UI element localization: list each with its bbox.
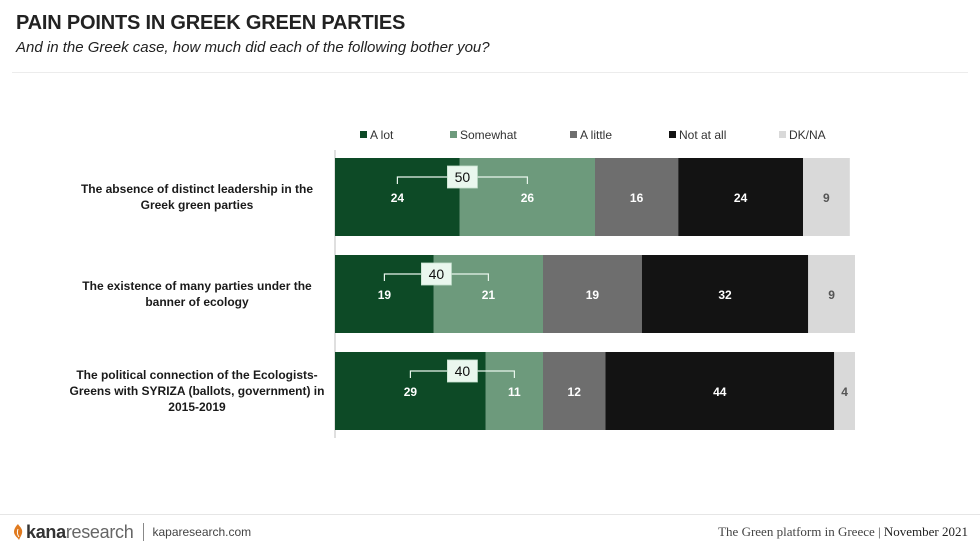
bar-segment-dk-na [803,158,850,236]
bar-segment-somewhat [485,352,543,430]
total-box [446,359,478,383]
total-label: 40 [429,266,445,282]
legend-swatch-somewhat [450,131,457,138]
data-label: 9 [828,288,835,302]
legend-swatch-not-at-all [669,131,676,138]
report-separator: | [878,524,881,539]
data-label: 24 [734,191,748,205]
page-title: PAIN POINTS IN GREEK GREEN PARTIES [16,12,406,34]
data-label: 4 [841,385,848,399]
footer-report-info: The Green platform in Greece | November … [718,524,968,540]
total-box [420,262,452,286]
category-label: The absence of distinct leadership in th… [81,182,313,212]
bar-segment-not-at-all [605,352,835,430]
bar-segment-a-lot [335,158,460,236]
data-label: 44 [713,385,727,399]
bar-segment-a-little [543,352,606,430]
total-box [446,165,478,189]
bar-segment-dk-na [808,255,855,333]
legend-label-a-lot: A lot [370,128,394,142]
total-label: 50 [455,169,471,185]
footer-separator [143,523,145,541]
total-label: 40 [455,363,471,379]
bar-segment-dk-na [834,352,855,430]
data-label: 26 [521,191,535,205]
bar-segment-not-at-all [641,255,809,333]
site-link[interactable]: kaparesearch.com [152,525,252,539]
page-subtitle: And in the Greek case, how much did each… [16,39,490,56]
header-divider [12,72,968,73]
report-date: November 2021 [883,524,968,539]
bar-segment-a-little [543,255,642,333]
category-label: The political connection of the Ecologis… [70,368,325,414]
report-title: The Green platform in Greece [718,524,875,539]
legend-label-somewhat: Somewhat [460,128,517,142]
bar-segment-a-lot [335,255,434,333]
legend-label-dk-na: DK/NA [789,128,826,142]
data-label: 9 [823,191,830,205]
data-label: 21 [482,288,496,302]
legend-label-not-at-all: Not at all [679,128,726,142]
data-label: 24 [391,191,405,205]
footer-brand: kanaresearch kaparesearch.com [12,519,251,545]
data-label: 19 [586,288,600,302]
logo-icon [14,524,23,540]
legend-swatch-a-lot [360,131,367,138]
bar-segment-not-at-all [678,158,803,236]
data-label: 12 [568,385,582,399]
bar-segment-a-little [595,158,679,236]
legend-swatch-a-little [570,131,577,138]
data-label: 19 [378,288,392,302]
data-label: 29 [404,385,418,399]
data-label: 11 [508,385,521,399]
category-label: The existence of many parties under the b… [82,279,312,309]
legend-label-a-little: A little [580,128,612,142]
data-label: 16 [630,191,644,205]
stacked-bar-chart: A lot Somewhat A little Not at all DK/NA 24 26… [70,128,855,438]
data-label: 32 [718,288,732,302]
brand-name: kanaresearch [26,521,134,542]
bar-segment-somewhat [459,158,595,236]
bar-segment-somewhat [433,255,543,333]
legend-swatch-dk-na [779,131,786,138]
footer-divider [0,514,980,515]
